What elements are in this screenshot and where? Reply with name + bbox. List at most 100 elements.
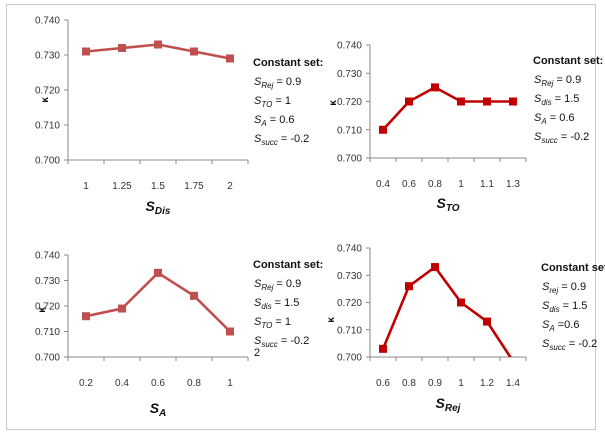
series-line <box>381 265 512 357</box>
x-tick-label: 1 <box>83 181 89 192</box>
chart-panel-2: 0.700 0.710 0.720 0.730 0.740 0.4 0.6 0.8 1 1.1 1.… <box>328 41 603 215</box>
constant-set-title: Constant set: <box>253 259 323 271</box>
constant-row: SA = 0.6 <box>254 114 295 128</box>
constant-row: Sdis = 1.5 <box>534 93 579 107</box>
y-tick-label: 0.740 <box>337 41 362 52</box>
x-tick-label: 0.8 <box>187 378 201 389</box>
y-tick-label: 0.710 <box>337 125 362 136</box>
x-tick-label: 1 <box>458 378 464 389</box>
series-line <box>85 271 231 333</box>
y-axis-label: κ <box>326 317 337 323</box>
x-axis-title: STO <box>436 195 459 214</box>
x-tick-label: 0.9 <box>428 378 442 389</box>
constant-row: Ssucc = -0.2 <box>254 335 309 349</box>
data-point <box>82 47 90 56</box>
constant-row: STO = 1 <box>254 316 291 330</box>
x-tick-label: 1.2 <box>480 378 494 389</box>
y-tick-label: 0.720 <box>35 86 60 97</box>
y-tick-label: 0.720 <box>337 298 362 309</box>
chart-panel-3: 0.700 0.710 0.720 0.730 0.740 0.2 0.4 0.6 0.8 1 κ S… <box>35 251 323 420</box>
constant-set-title: Constant set: <box>533 55 603 67</box>
x-tick-label: 0.6 <box>151 378 165 389</box>
y-tick-label: 0.700 <box>337 154 362 165</box>
y-tick-label: 0.710 <box>337 325 362 336</box>
data-point <box>154 268 162 277</box>
x-tick-label: 1 <box>458 179 464 190</box>
y-tick-label: 0.700 <box>337 353 362 364</box>
constant-row: Srej = 0.9 <box>542 281 586 295</box>
y-tick-label: 0.730 <box>337 69 362 80</box>
y-tick-label: 0.740 <box>35 251 60 262</box>
constant-row: SA = 0.6 <box>534 112 575 126</box>
y-tick-label: 0.730 <box>337 271 362 282</box>
series-line <box>382 85 513 131</box>
data-point <box>379 344 387 353</box>
data-point <box>457 298 465 307</box>
y-tick-label: 0.700 <box>35 353 60 364</box>
x-tick-label: 1 <box>227 378 233 389</box>
constant-row: Ssucc = -0.2 <box>254 133 309 147</box>
constant-row: SRej = 0.9 <box>254 278 301 292</box>
y-tick-label: 0.720 <box>35 302 60 313</box>
x-tick-label: 0.8 <box>428 179 442 190</box>
constant-row: SRej = 0.9 <box>534 74 581 88</box>
data-point <box>509 97 517 106</box>
y-tick-label: 0.730 <box>35 276 60 287</box>
data-point <box>190 47 198 56</box>
data-point <box>226 54 234 63</box>
y-tick-label: 0.700 <box>35 156 60 167</box>
data-point <box>190 291 198 300</box>
data-point <box>483 97 491 106</box>
constant-row: Ssucc = -0.2 <box>542 338 597 352</box>
y-tick-label: 0.730 <box>35 51 60 62</box>
constant-note: 2 <box>254 347 260 359</box>
y-axis-label: κ <box>328 100 339 106</box>
y-axis-label: κ <box>40 97 51 103</box>
constant-row: Sdis = 1.5 <box>542 300 587 314</box>
data-point <box>118 44 126 52</box>
data-point <box>405 97 413 106</box>
constant-row: SA =0.6 <box>542 319 579 333</box>
x-tick-label: 2 <box>227 181 233 192</box>
x-tick-label: 0.6 <box>402 179 416 190</box>
chart-panel-4: 0.700 0.710 0.720 0.730 0.740 0.6 0.8 0.9 1 1.2 1.… <box>326 244 605 415</box>
constant-row: Ssucc = -0.2 <box>534 131 589 145</box>
y-tick-label: 0.720 <box>337 97 362 108</box>
x-tick-label: 0.4 <box>376 179 390 190</box>
data-point <box>431 263 439 272</box>
x-tick-label: 1.5 <box>151 181 165 192</box>
x-axis-title: SA <box>150 400 167 419</box>
x-tick-label: 0.2 <box>79 378 93 389</box>
data-point <box>226 327 234 336</box>
data-point <box>431 83 439 92</box>
data-point <box>457 97 465 106</box>
x-tick-label: 1.3 <box>506 179 520 190</box>
x-axis-title: SRej <box>436 395 461 414</box>
x-axis-title: SDis <box>146 198 171 217</box>
y-axis-label: κ <box>37 307 48 313</box>
x-tick-label: 1.1 <box>480 179 494 190</box>
data-point <box>483 317 491 326</box>
data-point <box>405 282 413 291</box>
constant-row: STO = 1 <box>254 95 291 109</box>
x-tick-label: 1.4 <box>506 378 520 389</box>
data-point <box>82 312 90 321</box>
y-tick-label: 0.710 <box>35 121 60 132</box>
data-point <box>154 40 162 49</box>
constant-set-title: Constant set: <box>253 57 323 69</box>
x-tick-label: 0.4 <box>115 378 129 389</box>
x-tick-label: 1.75 <box>184 181 204 192</box>
chart-panel-1: 0.700 0.710 0.720 0.730 0.740 1 1.25 1.5 1.75 2 κ S… <box>35 16 323 218</box>
constant-set-title: Constant set: <box>541 262 605 274</box>
x-tick-label: 0.6 <box>376 378 390 389</box>
y-tick-label: 0.740 <box>337 244 362 255</box>
constant-row: SRej = 0.9 <box>254 76 301 90</box>
data-point <box>118 304 126 313</box>
y-tick-label: 0.710 <box>35 327 60 338</box>
y-tick-label: 0.740 <box>35 16 60 27</box>
x-tick-label: 0.8 <box>402 378 416 389</box>
data-point <box>379 125 387 134</box>
x-tick-label: 1.25 <box>112 181 132 192</box>
constant-row: Sdis = 1.5 <box>254 297 299 311</box>
